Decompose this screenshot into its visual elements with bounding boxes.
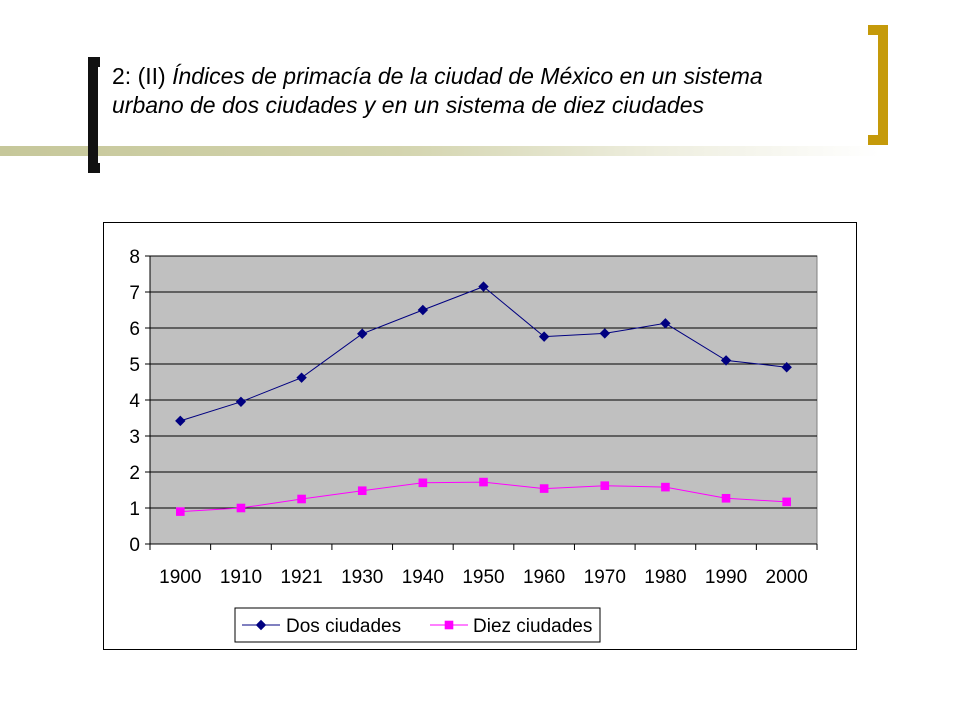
y-tick-label: 3: [129, 427, 140, 448]
legend-box: [234, 607, 601, 643]
y-tick-label: 5: [129, 355, 140, 376]
data-point: [357, 328, 368, 339]
data-point: [176, 507, 185, 516]
y-tick-label: 7: [129, 283, 140, 304]
y-tick-label: 6: [129, 319, 140, 340]
data-point: [539, 484, 549, 493]
data-point: [357, 486, 367, 496]
data-point: [720, 355, 732, 366]
data-point: [478, 281, 489, 292]
line-chart: 0 1 2 3 4 5 6 7 8 1900 1910 1921 1930 1940 1950 1960 197…: [129, 247, 818, 643]
data-point: [297, 494, 306, 504]
y-tick-label: 2: [129, 463, 140, 484]
data-point: [175, 415, 186, 427]
legend-label: Diez ciudades: [473, 616, 592, 637]
legend-marker: [255, 619, 267, 631]
x-tick-label: 1970: [584, 567, 626, 588]
title-italic: Índices de primacía de la ciudad de Méxi…: [112, 63, 763, 118]
page-title: 2: (II) Índices de primacía de la ciudad…: [112, 62, 812, 120]
x-tick-label: 1921: [280, 567, 322, 588]
data-point: [721, 493, 731, 503]
data-point: [417, 304, 429, 316]
x-tick-label: 2000: [766, 567, 808, 588]
data-point: [296, 372, 307, 383]
title-prefix: 2: (II): [112, 63, 173, 89]
data-point: [235, 396, 247, 408]
data-point: [661, 482, 670, 492]
y-tick-label: 0: [129, 535, 140, 556]
data-point: [782, 497, 791, 507]
x-tick-label: 1910: [220, 567, 262, 588]
data-point: [538, 331, 550, 342]
accent-line: [0, 146, 880, 156]
x-tick-label: 1990: [705, 567, 747, 588]
x-tick-label: 1960: [523, 567, 565, 588]
data-point: [660, 318, 671, 329]
left-bracket-decoration: [88, 57, 100, 173]
y-tick-label: 8: [129, 247, 140, 268]
x-tick-label: 1930: [341, 567, 383, 588]
legend-marker: [444, 620, 454, 630]
data-point: [599, 328, 610, 339]
x-tick-label: 1940: [402, 567, 444, 588]
chart-frame: 0 1 2 3 4 5 6 7 8 1900 1910 1921 1930 1940 1950 1960 197…: [103, 222, 857, 650]
data-point: [236, 503, 246, 513]
data-point: [418, 478, 428, 488]
data-point: [479, 477, 488, 487]
y-tick-label: 4: [129, 391, 140, 412]
y-tick-label: 1: [129, 499, 140, 520]
x-tick-label: 1900: [159, 567, 201, 588]
legend-label: Dos ciudades: [286, 616, 401, 637]
x-tick-label: 1950: [462, 567, 504, 588]
right-bracket-decoration: [868, 25, 888, 145]
data-point: [600, 481, 610, 490]
data-point: [781, 362, 792, 373]
x-tick-label: 1980: [644, 567, 686, 588]
